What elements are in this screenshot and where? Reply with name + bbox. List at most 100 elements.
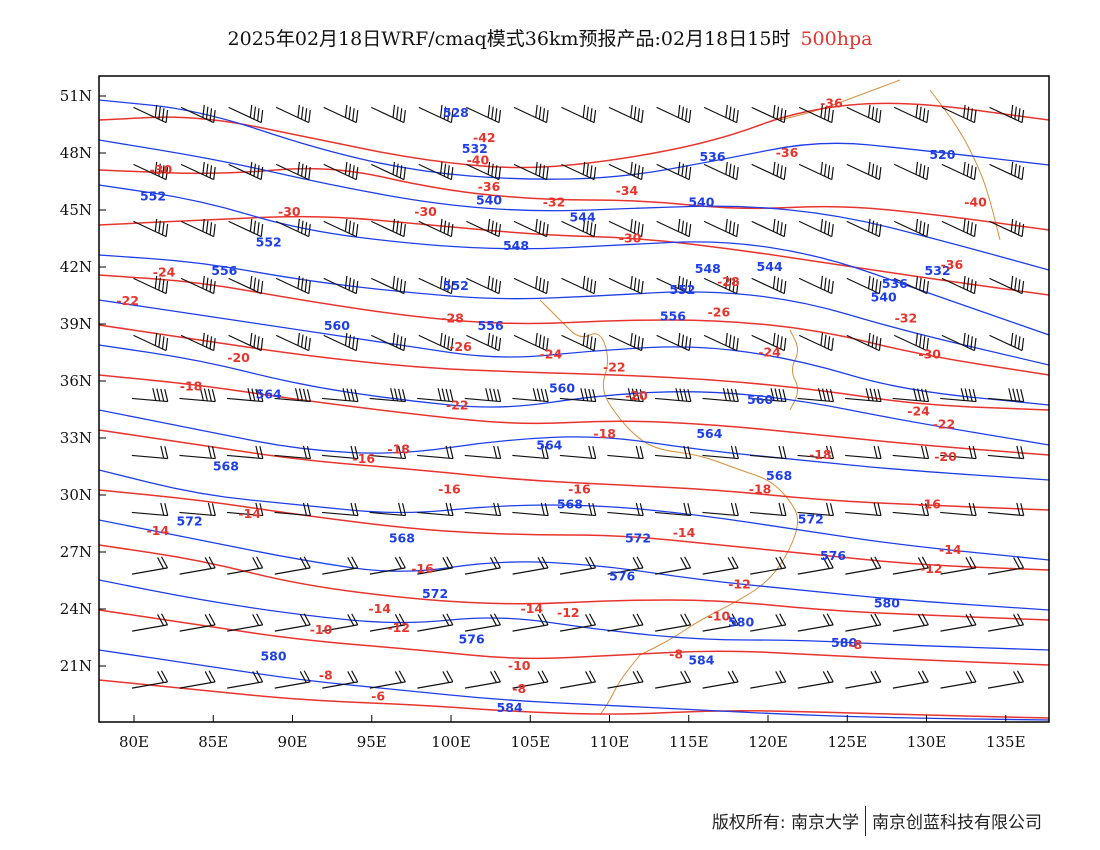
temperature-contour-label: -20 <box>227 350 250 365</box>
height-contour-label: 576 <box>820 548 846 563</box>
wind-barb <box>703 218 739 238</box>
wind-barb <box>369 445 407 460</box>
wind-barb <box>274 502 312 517</box>
wind-barb <box>703 332 739 352</box>
wind-barb <box>989 218 1025 238</box>
wind-barb <box>941 161 977 181</box>
wind-barb <box>274 445 312 460</box>
wind-barb <box>607 445 644 460</box>
height-contour-line <box>99 519 1049 611</box>
lon-label: 95E <box>357 733 387 751</box>
wind-barb <box>369 388 407 403</box>
wind-barb <box>464 445 502 460</box>
wind-barb <box>561 275 597 295</box>
wind-barb <box>417 556 454 575</box>
lon-label: 80E <box>119 733 149 751</box>
temperature-contour-label: -14 <box>368 601 391 616</box>
wind-barb <box>845 445 882 460</box>
temperature-contour-label: -16 <box>353 451 376 466</box>
wind-barb <box>846 218 882 238</box>
wind-barb <box>369 502 407 517</box>
wind-barb <box>512 613 549 632</box>
wind-barb <box>608 218 644 238</box>
wind-barb <box>180 218 216 238</box>
temperature-contour-label: -30 <box>918 346 941 361</box>
wind-barb <box>323 104 359 124</box>
title-level: 500hpa <box>800 28 873 50</box>
height-contour-label: 568 <box>766 468 792 483</box>
height-contour-label: 580 <box>260 649 286 664</box>
wind-barb <box>561 161 597 181</box>
height-contour-line <box>99 184 1049 336</box>
height-contour-label: 552 <box>140 189 166 204</box>
temperature-contour-label: -30 <box>278 204 301 219</box>
wind-barb <box>656 332 692 352</box>
wind-barb <box>797 502 835 517</box>
height-contour-line <box>99 254 1049 366</box>
wind-barb <box>274 613 311 632</box>
wind-barb <box>466 161 502 181</box>
wind-barb <box>323 332 359 352</box>
lat-label: 24N <box>60 600 92 618</box>
height-contour-label: 548 <box>503 238 529 253</box>
wind-barb <box>418 104 454 124</box>
wind-barb <box>322 670 359 689</box>
height-contour-label: 540 <box>871 289 897 304</box>
wind-barb <box>702 388 739 403</box>
lat-label: 42N <box>60 258 92 276</box>
temperature-contour-label: -8 <box>319 668 333 683</box>
wind-barb <box>892 556 929 575</box>
wind-barb <box>703 104 739 124</box>
wind-barb <box>417 502 454 517</box>
wind-barb <box>371 218 406 238</box>
wind-barb <box>275 161 311 181</box>
temperature-contour-label: -28 <box>441 310 464 325</box>
temperature-contour-label: -30 <box>414 204 437 219</box>
wind-barb <box>464 502 502 517</box>
wind-barb <box>656 104 692 124</box>
wind-barb <box>227 556 264 575</box>
wind-barb <box>987 556 1025 575</box>
lon-label: 125E <box>827 733 867 751</box>
height-contour-line <box>99 579 1049 651</box>
lon-label: 115E <box>669 733 709 751</box>
height-contour-label: 544 <box>757 259 783 274</box>
wind-barb <box>131 388 169 403</box>
wind-barb <box>418 161 454 181</box>
height-contour-line <box>99 139 1049 271</box>
wind-barb <box>655 613 692 632</box>
wind-barb <box>654 388 692 403</box>
temperature-contour-label: -14 <box>238 506 261 521</box>
wind-barb <box>274 556 311 575</box>
temperature-contour-label: -20 <box>934 449 957 464</box>
temperature-contour-label: -22 <box>446 398 469 413</box>
temperature-contour-label: -36 <box>478 179 501 194</box>
wind-barb <box>989 332 1025 352</box>
height-contour-line <box>99 299 1049 406</box>
wind-barb <box>894 218 929 238</box>
wind-barb <box>892 670 929 689</box>
map-title: 2025年02月18日WRF/cmaq模式36km预报产品:02月18日15时 5… <box>0 24 1100 51</box>
wind-barb <box>703 161 739 181</box>
temperature-contour-label: -12 <box>387 620 410 635</box>
wind-barb <box>464 556 501 575</box>
temperature-contour-label: -8 <box>848 637 862 652</box>
wind-barb <box>989 104 1025 124</box>
wind-barb <box>131 613 169 632</box>
lon-label: 85E <box>198 733 228 751</box>
temperature-contour-label: -30 <box>150 162 173 177</box>
wind-barb <box>323 218 359 238</box>
wind-barb <box>940 613 977 632</box>
coastline-line <box>789 329 798 411</box>
wind-barb <box>369 670 406 689</box>
wind-barb <box>369 613 406 632</box>
wind-barb <box>655 670 692 689</box>
coastline-line <box>599 654 641 716</box>
wind-barb <box>133 161 169 181</box>
wind-barb <box>131 502 169 517</box>
lat-label: 33N <box>60 429 92 447</box>
copyright-text: 版权所有: 南京大学 <box>711 813 859 833</box>
height-contour-label: 572 <box>625 531 651 546</box>
height-contour-label: 552 <box>256 234 282 249</box>
wind-barb <box>466 104 502 124</box>
